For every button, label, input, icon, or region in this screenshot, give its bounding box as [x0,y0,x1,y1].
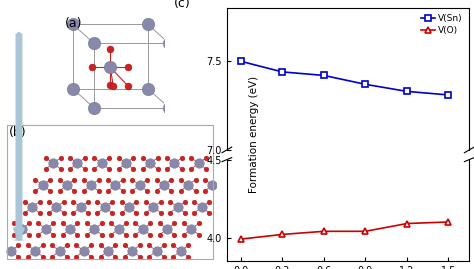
Legend: V(Sn), V(O): V(Sn), V(O) [419,13,465,37]
Text: (c): (c) [173,0,190,10]
Text: (b): (b) [9,126,27,139]
Text: (a): (a) [65,17,82,30]
Text: Formation energy (eV): Formation energy (eV) [248,76,259,193]
